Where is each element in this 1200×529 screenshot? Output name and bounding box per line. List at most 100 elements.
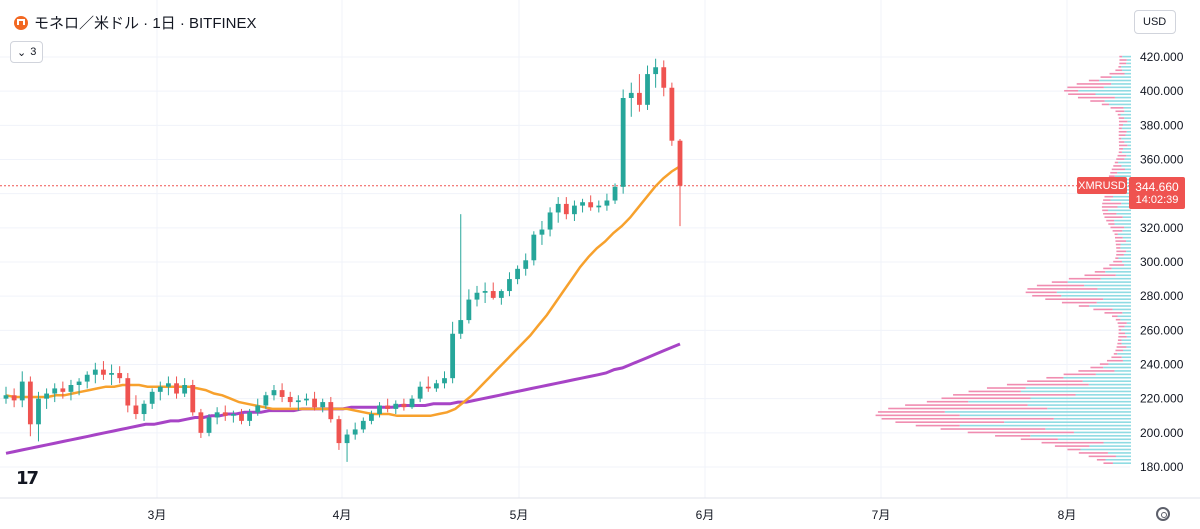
vp-bar-down — [1006, 383, 1089, 386]
candle-body — [239, 414, 244, 421]
vp-bar-up — [1063, 376, 1131, 379]
vp-bar-down — [1115, 257, 1119, 259]
candle-body — [125, 378, 131, 406]
vp-bar-up — [1123, 253, 1131, 256]
candle-body — [109, 373, 114, 375]
vp-bar-up — [1105, 458, 1131, 461]
vp-bar-up — [1099, 79, 1131, 82]
candle-body — [76, 381, 82, 385]
candle-body — [385, 405, 391, 409]
vp-bar-down — [1094, 271, 1106, 273]
vp-bar-up — [1122, 359, 1131, 362]
vp-bar-down — [1054, 445, 1090, 447]
vp-bar-up — [1114, 175, 1131, 177]
candle-body — [101, 369, 106, 375]
vp-bar-down — [1025, 291, 1057, 294]
candle-body — [27, 381, 33, 425]
vp-bar-up — [1122, 236, 1131, 239]
vp-bar-down — [1020, 438, 1058, 441]
vp-bar-down — [1118, 124, 1124, 126]
candle-body — [458, 320, 464, 334]
vp-bar-up — [1057, 438, 1131, 441]
candle-body — [572, 205, 577, 215]
volume-profile — [875, 55, 1131, 464]
vp-bar-up — [1124, 158, 1131, 160]
vp-bar-up — [1126, 335, 1131, 338]
x-axis-ticks: 3月 4月 5月 6月 7月 8月 — [148, 508, 1077, 522]
candles — [3, 58, 683, 462]
candle-body — [555, 203, 561, 213]
vp-bar-down — [1077, 96, 1115, 99]
currency-selector[interactable]: USD — [1134, 10, 1176, 34]
vp-bar-up — [1117, 233, 1131, 236]
vp-bar-down — [915, 424, 960, 427]
candle-body — [539, 229, 545, 235]
vp-bar-up — [1108, 363, 1131, 365]
vp-bar-up — [1111, 267, 1131, 270]
vp-bar-down — [1045, 298, 1104, 300]
vp-bar-down — [1116, 346, 1127, 348]
candle-body — [3, 395, 9, 399]
vp-bar-down — [1103, 212, 1117, 215]
candle-body — [166, 383, 171, 387]
vp-bar-down — [1116, 247, 1121, 249]
vp-bar-down — [1118, 134, 1126, 136]
vp-bar-up — [1114, 223, 1131, 225]
indicators-toggle[interactable]: ⌄ 3 — [10, 41, 44, 63]
candle-body — [645, 74, 650, 105]
y-tick-label: 220.000 — [1140, 392, 1184, 406]
vp-bar-down — [877, 411, 945, 413]
vp-bar-up — [1125, 332, 1131, 335]
vp-bar-down — [1110, 107, 1124, 109]
candle-body — [295, 400, 301, 403]
y-tick-label: 280.000 — [1140, 289, 1184, 303]
vp-bar-down — [1110, 226, 1125, 229]
vp-bar-down — [1100, 76, 1112, 78]
x-tick-label: 6月 — [696, 508, 715, 522]
candle-body — [563, 203, 569, 215]
candle-body — [515, 268, 520, 280]
vp-bar-down — [1118, 335, 1127, 338]
vp-bar-down — [1118, 141, 1125, 143]
vp-bar-up — [1075, 394, 1131, 396]
vp-bar-up — [968, 400, 1131, 403]
vp-bar-up — [1118, 257, 1131, 259]
chart-header: モネロ／米ドル · 1日 · BITFINEX — [14, 12, 257, 33]
vp-bar-down — [1061, 301, 1097, 304]
vp-bar-down — [1068, 93, 1096, 95]
vp-bar-down — [1113, 260, 1123, 263]
vp-bar-up — [1045, 428, 1131, 430]
x-tick-label: 5月 — [510, 508, 529, 522]
vp-bar-down — [895, 421, 1005, 423]
vp-bar-down — [1067, 448, 1081, 451]
vp-bar-down — [1116, 253, 1124, 256]
vp-bar-up — [1122, 230, 1131, 232]
vp-bar-down — [1119, 148, 1124, 150]
candle-body — [523, 260, 529, 269]
candle-body — [344, 434, 350, 444]
vp-bar-up — [1073, 431, 1131, 434]
vp-bar-down — [875, 414, 960, 417]
vp-bar-up — [1124, 72, 1131, 75]
vp-bar-down — [1118, 332, 1126, 335]
vp-bar-down — [1046, 376, 1064, 379]
vp-bar-down — [1118, 329, 1122, 331]
y-tick-label: 300.000 — [1140, 255, 1184, 269]
vp-bar-down — [1102, 202, 1122, 205]
candle-body — [190, 385, 196, 413]
vp-bar-up — [1103, 86, 1131, 89]
vp-bar-down — [1118, 151, 1122, 154]
settings-gear-icon[interactable] — [1156, 507, 1170, 521]
vp-bar-down — [1110, 171, 1118, 174]
y-tick-label: 240.000 — [1140, 358, 1184, 372]
vp-bar-down — [1112, 315, 1118, 318]
vp-bar-up — [1095, 373, 1131, 376]
y-tick-label: 320.000 — [1140, 221, 1184, 235]
vp-bar-down — [1096, 458, 1106, 461]
x-tick-label: 3月 — [148, 508, 167, 522]
vp-bar-down — [1108, 223, 1115, 225]
vp-bar-down — [1090, 100, 1105, 102]
x-tick-label: 4月 — [333, 508, 352, 522]
candle-body — [369, 414, 374, 421]
